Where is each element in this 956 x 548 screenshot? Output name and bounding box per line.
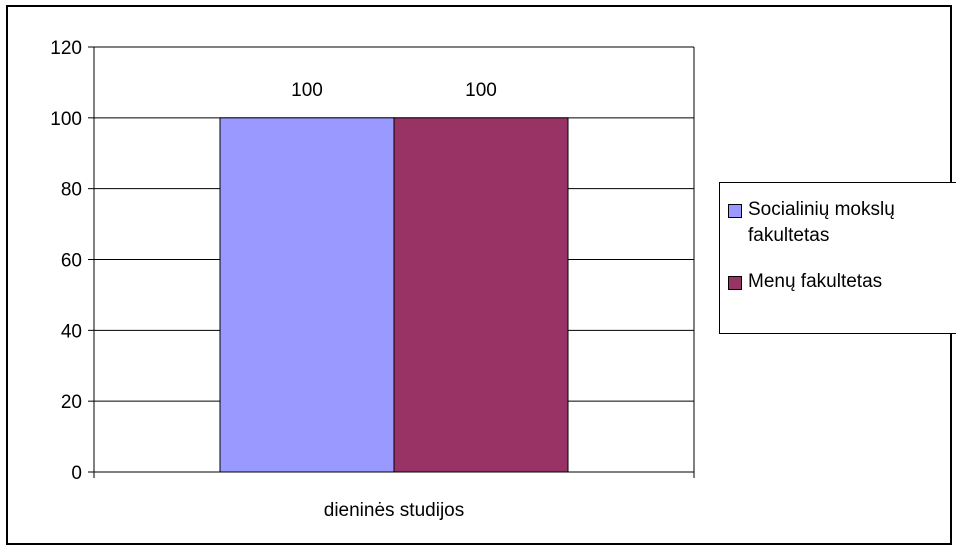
y-tick-label: 120	[50, 38, 82, 59]
bars	[219, 117, 569, 473]
legend-label-socialiniu: Socialinių mokslų fakultetas	[748, 199, 895, 246]
y-tick-label: 0	[71, 463, 82, 484]
data-label: 100	[465, 80, 497, 101]
x-category-label: dieninės studijos	[324, 500, 464, 521]
data-label: 100	[291, 80, 323, 101]
legend-item-socialiniu: Socialinių mokslų fakultetas	[728, 197, 956, 249]
legend: Socialinių mokslų fakultetas Menų fakult…	[719, 182, 956, 334]
bar-1	[393, 117, 569, 473]
y-tick-label: 100	[50, 109, 82, 130]
legend-swatch-menu	[728, 276, 742, 290]
y-tick-label: 60	[61, 251, 82, 272]
axes	[88, 46, 695, 478]
y-tick-label: 80	[61, 180, 82, 201]
y-tick-label: 20	[61, 392, 82, 413]
bar-0	[219, 117, 395, 473]
legend-item-menu: Menų fakultetas	[728, 269, 956, 295]
legend-swatch-socialiniu	[728, 204, 742, 218]
legend-label-menu: Menų fakultetas	[748, 271, 883, 292]
labels: 0 20 40 60 80 100 120 100 100 dieninės studijos	[50, 38, 497, 521]
y-tick-label: 40	[61, 321, 82, 342]
